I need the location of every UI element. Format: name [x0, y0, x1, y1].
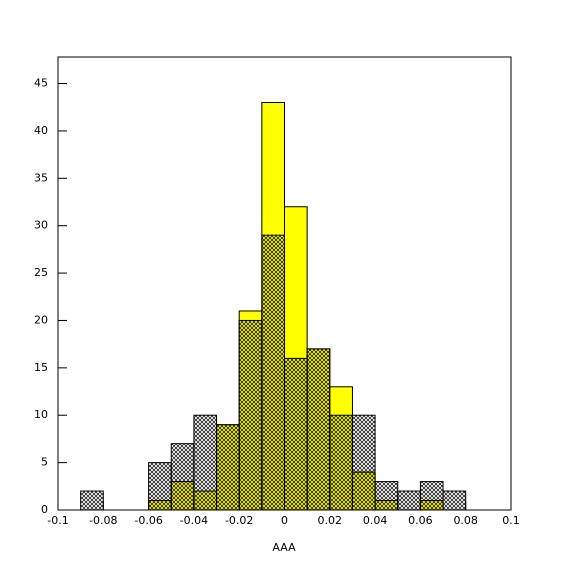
y-tick-label: 40: [34, 124, 48, 137]
histogram-bar: [148, 462, 172, 511]
histogram-bar: [397, 490, 421, 511]
y-tick-label: 30: [34, 219, 48, 232]
y-tick-label: 20: [34, 313, 48, 326]
histogram-bar: [329, 414, 353, 511]
histogram-bar: [80, 490, 104, 511]
x-tick-label: -0.06: [134, 514, 162, 527]
y-tick-label: 0: [41, 503, 48, 516]
histogram-bar: [351, 414, 376, 511]
x-tick-label: 0.1: [502, 514, 520, 527]
x-tick-label: -0.08: [89, 514, 117, 527]
histogram-bar: [238, 319, 263, 511]
x-axis-label: AAA: [272, 541, 296, 554]
histogram-bar: [419, 481, 444, 511]
x-tick-label: -0.1: [47, 514, 68, 527]
x-tick-label: 0.08: [453, 514, 478, 527]
x-tick-label: -0.02: [225, 514, 253, 527]
histogram-bar: [170, 443, 195, 511]
histogram-bar: [284, 357, 308, 511]
histogram-bar: [193, 414, 218, 511]
x-tick-label: 0.02: [318, 514, 343, 527]
x-tick-label: 0.06: [408, 514, 433, 527]
y-tick-label: 10: [34, 408, 48, 421]
x-tick-label: -0.04: [180, 514, 208, 527]
x-tick-label: 0.04: [363, 514, 388, 527]
y-tick-label: 15: [34, 361, 48, 374]
histogram-bar: [306, 348, 331, 511]
y-tick-label: 35: [34, 171, 48, 184]
y-tick-label: 25: [34, 266, 48, 279]
x-tick-label: 0: [281, 514, 288, 527]
histogram-bar: [216, 424, 240, 511]
histogram-bar: [261, 234, 286, 511]
histogram-bar: [374, 481, 399, 511]
histogram-bar: [442, 490, 467, 511]
y-tick-label: 5: [41, 456, 48, 469]
y-tick-label: 45: [34, 77, 48, 90]
